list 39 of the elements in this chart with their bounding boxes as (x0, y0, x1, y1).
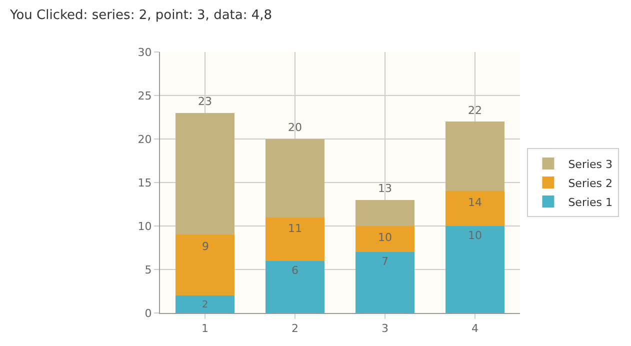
legend-label: Series 3 (568, 158, 613, 171)
bar (355, 200, 415, 226)
annotation: 14 (468, 196, 482, 209)
bar (265, 139, 325, 218)
total-label: 23 (198, 95, 212, 108)
legend-label: Series 1 (568, 196, 613, 209)
y-tick-label: 0 (144, 306, 152, 320)
data-label: 2 (202, 299, 208, 310)
total-label: 22 (468, 104, 482, 117)
bar (175, 296, 235, 313)
text: You Clicked: series: 2, point: 3, data: 4,8 (10, 8, 272, 23)
data-label: 7 (382, 255, 388, 268)
bar (175, 234, 235, 296)
y-tick-label: 15 (138, 176, 152, 190)
bar (445, 226, 505, 313)
bar (265, 217, 325, 261)
bar (355, 252, 415, 313)
y-tick-label: 5 (144, 263, 152, 276)
annotation: 11 (288, 222, 302, 235)
bar (355, 226, 415, 252)
x-tick-label: 2 (292, 322, 298, 336)
data-label: 10 (468, 229, 482, 242)
x-tick-label: 3 (382, 322, 388, 336)
total-label: 20 (288, 121, 302, 134)
bar (265, 260, 325, 313)
x-tick-label: 1 (202, 322, 208, 336)
annotation: 10 (378, 231, 392, 244)
y-tick-label: 30 (138, 46, 152, 59)
y-tick-label: 10 (138, 220, 152, 233)
x-tick-label: 4 (472, 322, 478, 336)
annotation: 9 (202, 240, 209, 253)
data-label: 6 (292, 264, 298, 277)
y-tick-label: 20 (138, 132, 152, 146)
bar (175, 112, 235, 235)
y-tick-label: 25 (138, 89, 152, 102)
total-label: 13 (378, 182, 392, 195)
bar (445, 191, 505, 226)
legend-label: Series 2 (568, 176, 613, 190)
bar (445, 122, 505, 192)
